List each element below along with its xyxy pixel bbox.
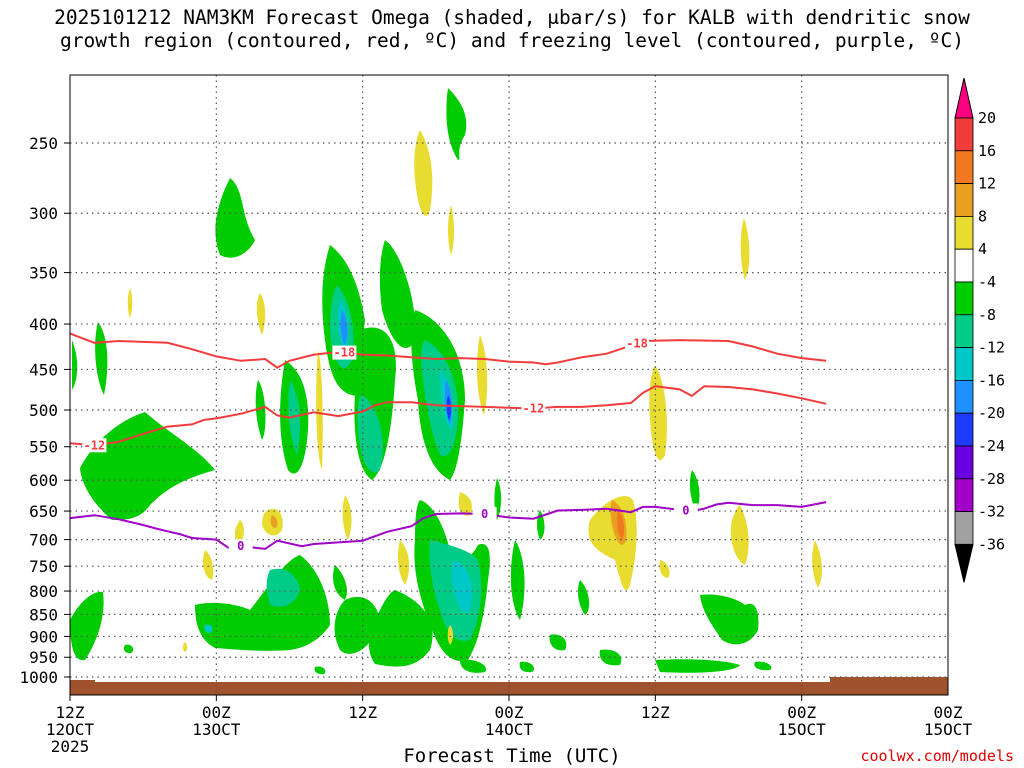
title-line1: 2025101212 NAM3KM Forecast Omega (shaded… bbox=[54, 6, 970, 29]
y-tick-label-950: 950 bbox=[29, 648, 58, 667]
colorbar-segment-3 bbox=[954, 183, 974, 217]
y-tick-label-750: 750 bbox=[29, 557, 58, 576]
contours: -18 -18 -12 -12 0 0 0 bbox=[69, 332, 827, 554]
x-tick-label-5-1: 00Z bbox=[787, 703, 816, 722]
contour-2-line bbox=[69, 501, 827, 550]
colorbar-segment-9 bbox=[954, 379, 974, 414]
y-tick-label-550: 550 bbox=[29, 438, 58, 457]
x-tick-label-end-2: 15OCT bbox=[924, 720, 973, 739]
colorbar-top-arrow bbox=[954, 77, 974, 119]
x-tick-label-1-2: 13OCT bbox=[192, 720, 241, 739]
contour-0-line bbox=[69, 332, 827, 369]
colorbar-segment-11 bbox=[954, 445, 974, 480]
colorbar-segment-1 bbox=[954, 117, 974, 152]
y-tick-label-850: 850 bbox=[29, 605, 58, 624]
y-tick-label-250: 250 bbox=[29, 134, 58, 153]
contour-2-label-2: 0 bbox=[682, 503, 689, 517]
contour-1-label-bg-1 bbox=[521, 401, 546, 416]
y-tick-label-350: 350 bbox=[29, 264, 58, 283]
colorbar-label-12: -32 bbox=[978, 503, 1005, 521]
x-tick-label-5-2: 15OCT bbox=[778, 720, 827, 739]
colorbar-label-6: -8 bbox=[978, 306, 996, 324]
y-tick-label-650: 650 bbox=[29, 502, 58, 521]
colorbar-label-8: -16 bbox=[978, 371, 1005, 389]
y-tick-label-500: 500 bbox=[29, 401, 58, 420]
colorbar-segment-7 bbox=[954, 314, 974, 348]
contour-0-label-bg-0 bbox=[332, 345, 357, 360]
colorbar-bottom-arrow bbox=[954, 543, 974, 583]
x-tick-label-4-1: 12Z bbox=[641, 703, 670, 722]
contour-1-label-bg-0 bbox=[82, 438, 107, 453]
colorbar-label-11: -28 bbox=[978, 470, 1005, 488]
colorbar-segment-6 bbox=[954, 281, 974, 316]
contour-2-label-1: 0 bbox=[481, 507, 488, 521]
x-tick-label-3-2: 14OCT bbox=[485, 720, 534, 739]
contour-0-label-bg-1 bbox=[625, 336, 650, 351]
colorbar-label-0: 20 bbox=[978, 109, 996, 127]
contour-1-line bbox=[69, 385, 827, 447]
colorbar-segment-10 bbox=[954, 412, 974, 447]
contour-2-label-bg-2 bbox=[673, 503, 698, 518]
contour-0-label-1: -18 bbox=[626, 336, 648, 350]
contour-2-label-0: 0 bbox=[237, 539, 244, 553]
colorbar-label-7: -12 bbox=[978, 339, 1005, 357]
contour-1-label-1: -12 bbox=[523, 401, 545, 415]
chart-title: 2025101212 NAM3KM Forecast Omega (shaded… bbox=[0, 6, 1024, 52]
colorbar-segment-13 bbox=[954, 511, 974, 545]
x-tick-label-2-1: 12Z bbox=[348, 703, 377, 722]
colorbar-label-10: -24 bbox=[978, 437, 1005, 455]
colorbar-label-5: -4 bbox=[978, 273, 996, 291]
colorbar-segment-2 bbox=[954, 150, 974, 185]
y-tick-label-700: 700 bbox=[29, 531, 58, 550]
y-tick-label-900: 900 bbox=[29, 627, 58, 646]
x-axis-label: Forecast Time (UTC) bbox=[403, 745, 621, 767]
x-tick-label-1-1: 00Z bbox=[202, 703, 231, 722]
y-tick-label-600: 600 bbox=[29, 471, 58, 490]
omega-shading bbox=[70, 88, 822, 675]
grid bbox=[70, 75, 948, 695]
colorbar-segment-8 bbox=[954, 347, 974, 381]
y-axis: 250 300 350 400 450 500 550 600 650 700 750 800 850 9… bbox=[19, 134, 70, 687]
x-tick-label-end-1: 00Z bbox=[934, 703, 963, 722]
colorbar: 20 16 12 8 4 -4 -8 -12 -16 -20 -24 -28 -32 -36 bbox=[954, 77, 1005, 583]
colorbar-label-4: 4 bbox=[978, 240, 987, 258]
plot-frame bbox=[69, 74, 949, 696]
y-tick-label-1000: 1000 bbox=[19, 668, 58, 687]
colorbar-segment-4 bbox=[954, 215, 974, 250]
y-tick-label-450: 450 bbox=[29, 360, 58, 379]
colorbar-label-9: -20 bbox=[978, 404, 1005, 422]
title-line2: growth region (contoured, red, ºC) and f… bbox=[60, 29, 964, 52]
colorbar-label-3: 8 bbox=[978, 207, 987, 225]
y-tick-label-300: 300 bbox=[29, 204, 58, 223]
contour-0-label-0: -18 bbox=[334, 346, 356, 360]
colorbar-label-13: -36 bbox=[978, 535, 1005, 553]
x-tick-label-0-1: 12Z bbox=[56, 703, 85, 722]
x-tick-label-0-3: 2025 bbox=[51, 737, 90, 756]
y-tick-label-800: 800 bbox=[29, 582, 58, 601]
colorbar-label-2: 12 bbox=[978, 175, 996, 193]
x-tick-label-3-1: 00Z bbox=[495, 703, 524, 722]
y-tick-label-400: 400 bbox=[29, 315, 58, 334]
colorbar-segment-5 bbox=[954, 248, 974, 283]
contour-2-label-bg-0 bbox=[228, 539, 253, 554]
credit-link[interactable]: coolwx.com/models bbox=[860, 747, 1014, 765]
contour-2-label-bg-1 bbox=[472, 507, 497, 522]
colorbar-segment-12 bbox=[954, 478, 974, 512]
colorbar-label-1: 16 bbox=[978, 142, 996, 160]
x-tick-label-0-2: 12OCT bbox=[46, 720, 95, 739]
contour-1-label-0: -12 bbox=[84, 438, 106, 452]
